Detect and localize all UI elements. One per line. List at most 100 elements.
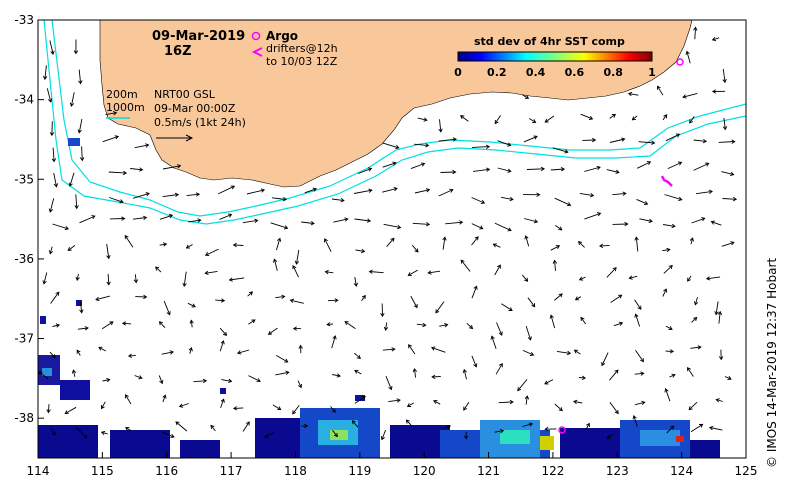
current-vector xyxy=(162,395,166,403)
current-vector-head xyxy=(310,221,315,226)
current-vector xyxy=(247,291,253,297)
current-vector xyxy=(46,88,52,103)
current-vector xyxy=(412,222,430,225)
current-vector xyxy=(718,311,721,324)
current-vector-head xyxy=(138,375,143,380)
current-vector xyxy=(354,352,361,359)
current-vector-head xyxy=(351,420,356,425)
current-vector-head xyxy=(277,237,282,242)
current-vector xyxy=(635,237,639,252)
current-vector-head xyxy=(677,161,683,166)
current-vector-head xyxy=(591,137,597,143)
current-vector xyxy=(575,296,582,301)
x-tick-label: 117 xyxy=(220,464,243,478)
current-vector-head xyxy=(396,398,401,403)
current-vector-head xyxy=(390,237,395,242)
current-vector xyxy=(686,51,691,64)
current-vector-head xyxy=(383,326,389,331)
current-vector-head xyxy=(648,218,653,224)
y-tick-label: -34 xyxy=(14,93,34,107)
current-vector-head xyxy=(685,50,690,55)
current-vector xyxy=(428,270,441,274)
current-vector-head xyxy=(425,222,431,227)
current-vector-head xyxy=(122,170,128,176)
current-vector xyxy=(44,65,47,80)
current-vector xyxy=(407,402,415,407)
current-vector xyxy=(414,143,429,147)
current-vector-head xyxy=(632,415,637,420)
isobath-1000m xyxy=(43,20,746,225)
current-vector-head xyxy=(524,277,529,282)
current-vector-head xyxy=(644,201,649,206)
current-vector-head xyxy=(687,277,691,282)
current-vector-head xyxy=(204,252,210,257)
drifter-icon xyxy=(251,47,263,57)
current-vector-head xyxy=(312,187,318,192)
current-vector xyxy=(431,347,446,353)
current-vector-head xyxy=(272,258,278,263)
current-vector-head xyxy=(670,425,675,430)
current-vector xyxy=(696,190,713,195)
current-vector-head xyxy=(119,199,124,204)
current-vector xyxy=(242,421,250,432)
current-vector xyxy=(721,241,735,247)
current-vector xyxy=(706,276,721,280)
current-vector xyxy=(669,374,676,378)
current-vector-head xyxy=(474,236,479,241)
current-vector xyxy=(49,351,56,359)
current-vector-head xyxy=(452,169,457,175)
x-tick-label: 122 xyxy=(541,464,564,478)
current-vector xyxy=(296,249,300,265)
current-vector xyxy=(634,299,642,310)
current-vector-head xyxy=(162,394,167,399)
current-vector-head xyxy=(412,368,418,373)
current-vector xyxy=(67,245,76,251)
current-vector-head xyxy=(580,316,585,322)
current-vector-head xyxy=(397,224,402,230)
current-vector xyxy=(410,163,425,170)
current-vector xyxy=(471,146,490,148)
current-vector xyxy=(693,162,709,171)
current-vector-head xyxy=(494,119,499,125)
current-vector xyxy=(125,394,132,405)
current-vector-head xyxy=(204,270,209,276)
current-vector-head xyxy=(64,226,70,231)
current-vector-head xyxy=(631,116,636,121)
current-vector-head xyxy=(498,331,503,336)
current-vector xyxy=(580,317,587,325)
current-vector xyxy=(552,147,568,153)
current-vector xyxy=(601,352,609,366)
current-vector-head xyxy=(492,243,497,248)
current-vector xyxy=(493,243,501,248)
current-vector xyxy=(662,114,668,121)
current-vector-head xyxy=(533,219,539,224)
current-vector xyxy=(101,431,108,435)
analysis-time-label: 09-Mar 00:00Z xyxy=(154,102,236,115)
current-vector-head xyxy=(722,78,727,84)
sst-variance-patches xyxy=(38,138,720,458)
current-vector xyxy=(584,212,601,220)
colorbar xyxy=(457,51,653,62)
current-vector-head xyxy=(55,323,61,328)
current-vector-head xyxy=(294,260,300,265)
current-vector-head xyxy=(573,399,578,405)
current-vector-head xyxy=(285,370,290,375)
current-vector xyxy=(327,299,338,302)
current-vector-head xyxy=(668,265,673,270)
current-vector-head xyxy=(640,358,644,363)
current-vector xyxy=(438,189,453,197)
current-vector xyxy=(445,221,463,225)
current-vector xyxy=(517,379,528,391)
current-vector-head xyxy=(42,280,47,285)
current-vector xyxy=(585,423,590,431)
current-vector-head xyxy=(532,119,537,123)
current-vector xyxy=(473,168,490,172)
current-vector-head xyxy=(368,269,373,274)
colorbar-tick-label: 0.4 xyxy=(526,66,546,79)
current-vector-head xyxy=(651,140,656,145)
current-vector-head xyxy=(232,242,237,248)
current-vector-head xyxy=(422,322,427,328)
current-vector-head xyxy=(624,221,629,227)
current-vector xyxy=(439,119,442,132)
current-vector-head xyxy=(657,85,661,90)
